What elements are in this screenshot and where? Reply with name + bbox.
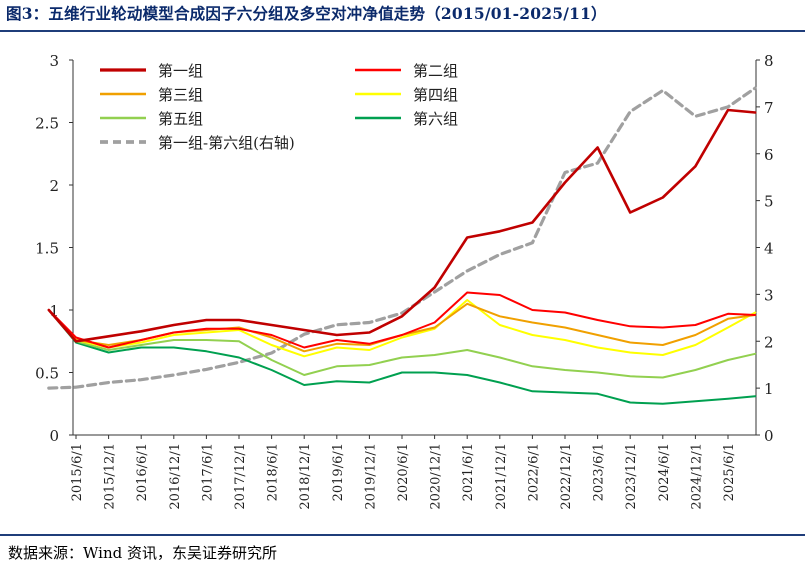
left-tick-label: 0.5: [35, 365, 59, 383]
x-tick-label: 2019/6/1: [331, 443, 346, 501]
series-line-4: [47, 299, 757, 358]
x-tick-label: 2017/6/1: [200, 443, 215, 501]
legend-label-4: 第四组: [413, 86, 458, 104]
series-line-1: [47, 108, 757, 343]
x-tick-label: 2022/12/1: [559, 443, 574, 510]
left-tick-label: 1.5: [35, 240, 59, 258]
x-tick-label: 2015/6/1: [70, 443, 85, 501]
x-tick-label: 2020/6/1: [396, 443, 411, 501]
legend-label-3: 第三组: [158, 86, 203, 104]
right-tick-label: 7: [764, 99, 774, 117]
legend-label-1: 第一组: [158, 62, 203, 80]
right-tick-label: 5: [764, 193, 774, 211]
x-tick-label: 2021/6/1: [461, 443, 476, 501]
source-note: 数据来源：Wind 资讯，东吴证券研究所: [8, 544, 277, 562]
left-tick-label: 3: [49, 52, 59, 70]
series-line-5: [47, 309, 757, 379]
x-tick-label: 2015/12/1: [103, 443, 118, 510]
x-tick-label: 2020/12/1: [429, 443, 444, 510]
x-tick-label: 2022/6/1: [526, 443, 541, 501]
left-tick-label: 0: [49, 427, 59, 445]
right-tick-label: 2: [764, 333, 774, 351]
x-tick-label: 2024/6/1: [657, 443, 672, 501]
x-tick-label: 2018/6/1: [266, 443, 281, 501]
right-tick-label: 6: [764, 146, 774, 164]
x-tick-label: 2024/12/1: [689, 443, 704, 510]
left-tick-label: 1: [49, 302, 59, 320]
left-tick-label: 2: [49, 177, 59, 195]
chart-series: [47, 86, 757, 405]
figure-title: 图3：五维行业轮动模型合成因子六分组及多空对冲净值走势（2015/01-2025…: [6, 4, 607, 23]
x-tick-label: 2021/12/1: [494, 443, 509, 510]
x-tick-label: 2023/6/1: [592, 443, 607, 501]
title-divider: [0, 30, 805, 32]
x-tick-label: 2016/12/1: [168, 443, 183, 510]
series-line-6: [47, 309, 757, 405]
x-tick-label: 2019/12/1: [363, 443, 378, 510]
x-tick-label: 2018/12/1: [298, 443, 313, 510]
right-tick-label: 3: [764, 286, 774, 304]
x-tick-label: 2016/6/1: [135, 443, 150, 501]
line-chart: 0 0.5 1 1.5 2 2.5 3 0 1 2 3 4 5 6 7 8 2015/6/1 2015/12/1 2…: [35, 52, 773, 510]
x-tick-label: 2017/12/1: [233, 443, 248, 510]
chart-axes: 0 0.5 1 1.5 2 2.5 3 0 1 2 3 4 5 6 7 8 2015/6/1 2015/12/1 2…: [35, 52, 773, 510]
legend-label-7: 第一组-第六组(右轴): [158, 134, 295, 152]
right-tick-label: 8: [764, 52, 774, 70]
right-tick-label: 4: [764, 240, 774, 258]
left-tick-label: 2.5: [35, 115, 59, 133]
footer-divider: [0, 534, 805, 536]
x-tick-label: 2025/6/1: [722, 443, 737, 501]
legend-label-2: 第二组: [413, 62, 458, 80]
x-tick-label: 2023/12/1: [624, 443, 639, 510]
right-tick-label: 1: [764, 380, 774, 398]
series-line-2: [47, 291, 757, 349]
right-tick-label: 0: [764, 427, 774, 445]
series-line-7: [47, 86, 757, 390]
legend-label-5: 第五组: [158, 110, 203, 128]
legend-label-6: 第六组: [413, 110, 458, 128]
